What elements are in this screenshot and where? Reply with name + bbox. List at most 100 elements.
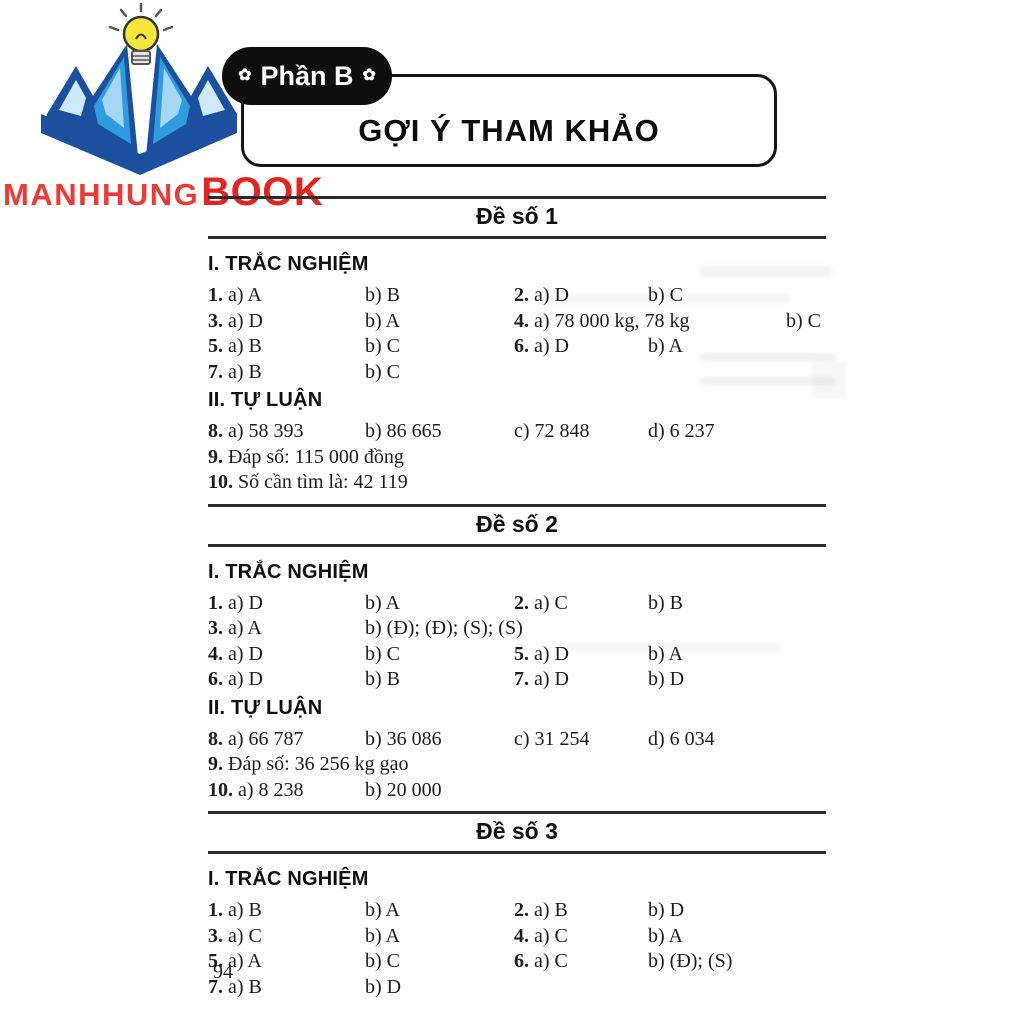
answer-row: 4. a) D b) C 5. a) D b) A <box>208 642 826 668</box>
answer-row: 7. a) B b) D <box>208 975 826 1001</box>
bleed-through-smudge <box>700 353 836 361</box>
flower-icon: ✿ <box>238 67 252 84</box>
answer-cell: b) A <box>365 309 400 332</box>
section-title: Đề số 1 <box>208 196 826 239</box>
answer-row: 5. a) B b) C 6. a) D b) A <box>208 334 826 360</box>
answer-cell: b) C <box>365 335 400 357</box>
answer-rows: 8. a) 58 393 b) 86 665 c) 72 848 d) 6 237 9.… <box>208 419 826 496</box>
answer-cell: 3. a) D <box>208 309 263 332</box>
brand-book-text: BOOK <box>201 170 324 214</box>
title-box: GỢI Ý THAM KHẢO <box>241 74 777 167</box>
answer-cell: b) (Đ); (Đ); (S); (S) <box>365 617 523 639</box>
answer-rows: 8. a) 66 787 b) 36 086 c) 31 254 d) 6 034 9.… <box>208 727 826 804</box>
answer-cell: 6. a) D <box>514 335 569 357</box>
answer-cell: 7. a) B <box>208 975 262 998</box>
bleed-through-smudge <box>540 294 790 304</box>
part-heading: II. TỰ LUẬN <box>208 696 323 719</box>
answer-row: 3. a) D b) A 4. a) 78 000 kg, 78 kg b) C <box>208 309 826 335</box>
answer-cell: 2. a) D <box>514 284 569 306</box>
section-title: Đề số 3 <box>208 811 826 854</box>
answer-cell: b) B <box>648 591 683 614</box>
answer-cell: 3. a) A <box>208 617 262 639</box>
answer-cell: 1. a) D <box>208 591 263 614</box>
answer-row: 1. a) B b) A 2. a) B b) D <box>208 898 826 924</box>
answer-cell: 2. a) C <box>514 591 568 614</box>
answer-row: 9. Đáp số: 36 256 kg gạo <box>208 752 826 778</box>
answer-cell: b) A <box>648 335 683 357</box>
brand-manhhung-text: MANHHUNG <box>3 177 200 212</box>
part-heading: I. TRẮC NGHIỆM <box>208 868 369 890</box>
answer-row: 8. a) 58 393 b) 86 665 c) 72 848 d) 6 237 <box>208 419 826 445</box>
lightbulb-icon <box>108 2 174 65</box>
answer-row: 10. a) 8 238 b) 20 000 <box>208 778 826 804</box>
answer-cell: 5. a) B <box>208 335 262 357</box>
answer-cell: b) C <box>365 360 400 383</box>
answer-cell: 9. Đáp số: 36 256 kg gạo <box>208 753 409 775</box>
open-book-icon <box>41 44 237 175</box>
answer-cell: d) 6 034 <box>648 727 715 750</box>
answer-cell: 4. a) D <box>208 642 263 665</box>
answer-cell: 4. a) C <box>514 924 568 947</box>
part-heading: I. TRẮC NGHIỆM <box>208 560 369 583</box>
answer-cell: 10. a) 8 238 <box>208 778 304 801</box>
answer-cell: 6. a) C <box>514 950 568 972</box>
answer-cell: 4. a) 78 000 kg, 78 kg <box>514 309 690 332</box>
answer-row: 10. Số cần tìm là: 42 119 <box>208 470 826 496</box>
bleed-through-smudge <box>700 377 836 385</box>
answer-cell: d) 6 237 <box>648 420 715 442</box>
answer-cell: b) (Đ); (S) <box>648 950 733 972</box>
answer-cell: b) D <box>365 975 402 998</box>
bleed-through-smudge <box>560 642 780 652</box>
answer-rows: 1. a) B b) A 2. a) B b) D 3. a) C b) A 4. a) C… <box>208 898 826 1000</box>
part-badge-label: Phần B <box>260 60 354 91</box>
section-title: Đề số 2 <box>208 503 826 547</box>
answer-cell: b) 36 086 <box>365 727 442 750</box>
answer-cell: 1. a) B <box>208 899 262 921</box>
answer-cell: 10. Số cần tìm là: 42 119 <box>208 471 408 493</box>
page-number: 94 <box>213 961 233 983</box>
flower-icon: ✿ <box>362 67 376 84</box>
answer-cell: b) B <box>365 668 400 690</box>
answer-cell: b) C <box>786 309 821 332</box>
answer-cell: b) D <box>648 668 685 690</box>
part-badge: ✿ Phần B ✿ <box>222 47 392 105</box>
answer-cell: b) A <box>365 924 400 947</box>
answer-cell: b) 86 665 <box>365 420 442 442</box>
answer-rows: 1. a) A b) B 2. a) D b) C 3. a) D b) A 4. a) 7… <box>208 283 826 385</box>
answer-cell: 8. a) 66 787 <box>208 727 304 750</box>
answers: Đề số 1 I. TRẮC NGHIỆM 1. a) A b) B 2. a) D b… <box>208 196 826 1000</box>
answer-cell: 7. a) B <box>208 360 262 383</box>
answer-row: 6. a) D b) B 7. a) D b) D <box>208 667 826 693</box>
answer-cell: b) C <box>648 284 683 306</box>
answer-cell: 5. a) D <box>514 642 569 665</box>
answer-cell: 5. a) A <box>208 950 262 972</box>
answer-cell: b) A <box>648 642 683 665</box>
bleed-through-smudge <box>812 360 846 398</box>
answer-cell: c) 72 848 <box>514 420 590 442</box>
answer-cell: c) 31 254 <box>514 727 590 750</box>
part-heading: I. TRẮC NGHIỆM <box>208 253 369 275</box>
answer-cell: 3. a) C <box>208 924 262 947</box>
answer-row: 1. a) D b) A 2. a) C b) B <box>208 591 826 617</box>
answer-cell: 8. a) 58 393 <box>208 420 304 442</box>
answer-row: 5. a) A b) C 6. a) C b) (Đ); (S) <box>208 949 826 975</box>
open-book-lightbulb-icon <box>41 2 237 175</box>
answer-row: 8. a) 66 787 b) 36 086 c) 31 254 d) 6 034 <box>208 727 826 753</box>
answer-rows: 1. a) D b) A 2. a) C b) B 3. a) A b) (Đ); (Đ)… <box>208 591 826 693</box>
manhhungbook-logo: MANHHUNG BOOK <box>0 0 323 230</box>
answer-cell: 7. a) D <box>514 668 569 690</box>
answer-cell: 2. a) B <box>514 899 568 921</box>
answer-row: 9. Đáp số: 115 000 đồng <box>208 445 826 471</box>
answer-row: 3. a) C b) A 4. a) C b) A <box>208 924 826 950</box>
brand-wordmark: MANHHUNG BOOK <box>3 170 323 215</box>
answer-cell: b) 20 000 <box>365 778 442 801</box>
answer-cell: b) A <box>365 591 400 614</box>
answer-cell: b) C <box>365 642 400 665</box>
answer-cell: b) C <box>365 950 400 972</box>
answer-cell: b) A <box>365 899 400 921</box>
answer-row: 7. a) B b) C <box>208 360 826 386</box>
answer-cell: 6. a) D <box>208 668 263 690</box>
page-title: GỢI Ý THAM KHẢO <box>358 113 660 148</box>
answer-row: 3. a) A b) (Đ); (Đ); (S); (S) <box>208 616 826 642</box>
answer-cell: b) D <box>648 899 685 921</box>
